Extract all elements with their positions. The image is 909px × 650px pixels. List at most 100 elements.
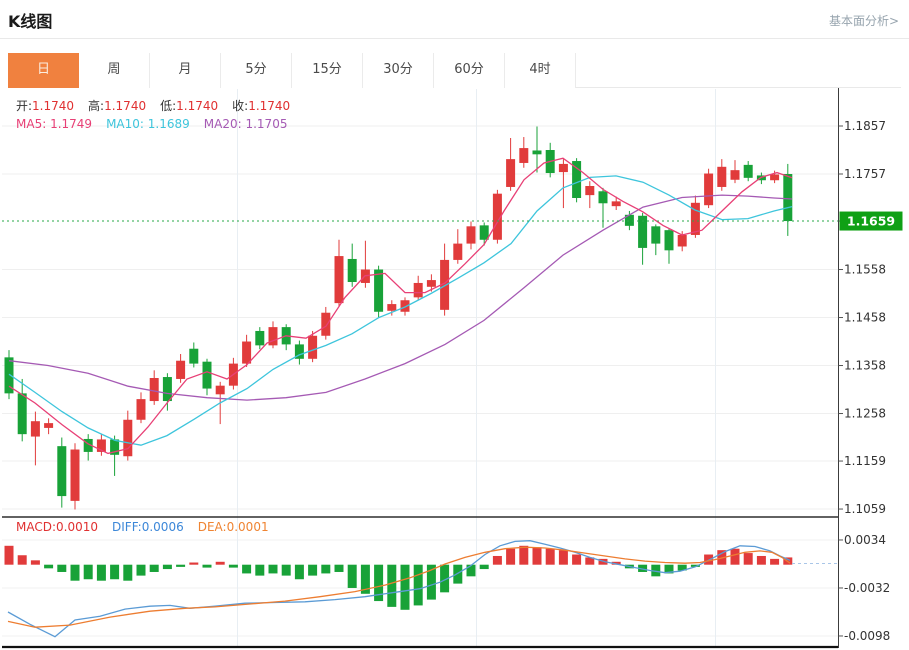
candle-body — [123, 419, 133, 457]
candle-body — [334, 256, 344, 304]
price-axis-label: 1.1757 — [844, 167, 886, 181]
macd-bar — [466, 564, 476, 577]
macd-bar — [228, 564, 238, 568]
candle-body — [242, 341, 252, 364]
ohlc-item-0: 开:1.1740 — [16, 99, 75, 113]
price-axis-label: 1.1358 — [844, 359, 886, 373]
candle-body — [374, 269, 384, 312]
tab-2[interactable]: 月 — [150, 53, 221, 88]
macd-bar — [308, 564, 318, 576]
macd-bar — [770, 558, 780, 565]
candle-body — [136, 399, 146, 420]
ohlc-item-1: 高:1.1740 — [88, 99, 147, 113]
macd-bar — [281, 564, 291, 576]
ma-readout: MA5: 1.1749 MA10: 1.1689 MA20: 1.1705 — [16, 117, 301, 131]
ohlc-item-3: 收:1.1740 — [232, 99, 291, 113]
tab-6[interactable]: 60分 — [434, 53, 505, 88]
tab-5[interactable]: 30分 — [363, 53, 434, 88]
macd-bar — [321, 564, 331, 574]
ma-line-ma10 — [8, 175, 793, 446]
candle-body — [189, 348, 199, 364]
macd-bar — [453, 564, 463, 584]
candle-body — [215, 385, 225, 395]
candle-body — [149, 378, 159, 402]
candle-body — [651, 226, 661, 244]
candle-body — [202, 361, 212, 389]
candle-body — [743, 164, 753, 178]
current-price-tag-label: 1.1659 — [847, 214, 895, 229]
candle-body — [783, 174, 793, 222]
macd-bar — [334, 564, 344, 572]
price-axis-label: 1.1258 — [844, 407, 886, 421]
ohlc-readout: 开:1.1740 高:1.1740 低:1.1740 收:1.1740 — [16, 97, 304, 114]
macd-bar — [202, 564, 212, 568]
macd-bar — [756, 555, 766, 565]
current-price-tag — [839, 211, 903, 231]
candle-body — [4, 357, 14, 394]
candle-body — [466, 226, 476, 244]
tab-3[interactable]: 5分 — [221, 53, 292, 88]
macd-bar — [110, 564, 120, 580]
candle-body — [268, 327, 278, 346]
candle-body — [110, 439, 120, 455]
macd-bar — [57, 564, 67, 572]
candle-body — [387, 304, 397, 311]
macd-bar — [413, 564, 423, 606]
macd-axis-label: -0.0032 — [844, 581, 890, 595]
macd-bar — [585, 557, 595, 565]
macd-bar — [30, 560, 40, 565]
candle-body — [83, 438, 93, 452]
macd-bar — [70, 564, 80, 581]
macd-bar — [268, 564, 278, 574]
price-axis-label: 1.1458 — [844, 311, 886, 325]
macd-bar — [519, 545, 529, 565]
macd-bar — [664, 564, 674, 574]
macd-bar — [532, 547, 542, 565]
candle-body — [664, 230, 674, 251]
ma-item-2: MA20: 1.1705 — [203, 117, 288, 131]
macd-axis-label: 0.0034 — [844, 533, 886, 547]
macd-bar — [572, 554, 582, 565]
tab-1[interactable]: 周 — [79, 53, 150, 88]
macd-bar — [189, 562, 199, 565]
candle-body — [730, 170, 740, 180]
ohlc-item-2: 低:1.1740 — [160, 99, 219, 113]
candle-body — [770, 174, 780, 181]
macd-bar — [162, 564, 172, 570]
macd-bar — [611, 561, 621, 565]
macd-bar — [743, 553, 753, 565]
tab-7[interactable]: 4时 — [505, 53, 576, 88]
macd-bar — [176, 564, 186, 567]
macd-item-2: DEA:0.0001 — [197, 520, 269, 534]
candle-body — [17, 393, 27, 435]
candle-body — [519, 148, 529, 163]
candle-body — [440, 259, 450, 310]
fundamental-analysis-link[interactable]: 基本面分析> — [828, 14, 899, 28]
candle-body — [717, 166, 727, 187]
candle-body — [585, 186, 595, 196]
macd-item-1: DIFF:0.0006 — [112, 520, 184, 534]
page-title: K线图 — [8, 12, 53, 31]
candle-body — [611, 201, 621, 207]
candle-body — [347, 258, 357, 282]
candle-body — [453, 243, 463, 260]
price-axis-label: 1.1558 — [844, 263, 886, 277]
tab-4[interactable]: 15分 — [292, 53, 363, 88]
macd-bar — [638, 564, 648, 572]
title-divider — [0, 38, 909, 39]
price-axis-label: 1.1159 — [844, 454, 886, 468]
candle-body — [598, 191, 608, 204]
tab-0[interactable]: 日 — [8, 53, 79, 88]
macd-bar — [17, 555, 27, 565]
candle-body — [492, 193, 502, 240]
candle-body — [321, 312, 331, 336]
candle-body — [400, 300, 410, 312]
candle-body — [572, 161, 582, 198]
candle-body — [96, 439, 106, 452]
macd-bar — [440, 564, 450, 593]
candle-body — [176, 360, 186, 379]
macd-bar — [4, 545, 14, 565]
candle-body — [638, 215, 648, 248]
